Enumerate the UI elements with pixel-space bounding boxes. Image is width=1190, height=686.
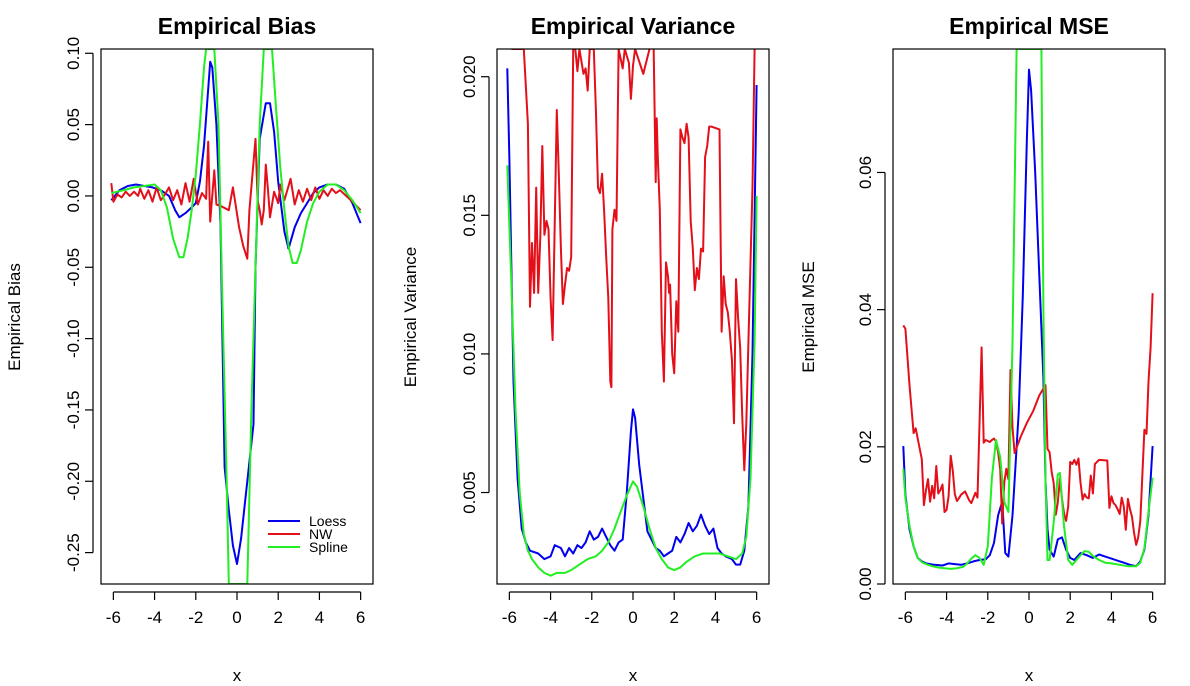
x-tick-label: 0 (232, 608, 241, 627)
series-line-nw (110, 137, 362, 260)
x-tick-label: 2 (1065, 608, 1074, 627)
bias-x-label: x (233, 666, 242, 685)
legend-label-loess: Loess (309, 513, 346, 529)
series-line-nw (902, 293, 1154, 546)
mse-title: Empirical MSE (949, 13, 1109, 39)
mse-x-label: x (1025, 666, 1034, 685)
y-tick-label: 0.06 (856, 156, 875, 189)
x-tick-label: -6 (898, 608, 913, 627)
series-line-spline (902, 49, 1154, 570)
variance-title: Empirical Variance (531, 13, 736, 39)
series-line-spline (111, 49, 362, 584)
series-line-loess (506, 68, 758, 566)
legend-label-spline: Spline (309, 539, 348, 555)
series-group (902, 49, 1154, 570)
x-tick-label: 0 (1024, 608, 1033, 627)
y-tick-label: 0.010 (460, 333, 479, 376)
y-tick-label: 0.015 (460, 194, 479, 237)
x-tick-label: -6 (106, 608, 121, 627)
mse-y-label: Empirical MSE (799, 261, 818, 372)
y-tick-label: -0.20 (64, 462, 83, 501)
x-tick-label: -4 (543, 608, 558, 627)
y-tick-label: -0.10 (64, 319, 83, 358)
series-line-loess (902, 68, 1154, 568)
y-tick-label: 0.005 (460, 471, 479, 514)
x-tick-label: 6 (356, 608, 365, 627)
bias-title: Empirical Bias (158, 13, 317, 39)
x-tick-label: -2 (980, 608, 995, 627)
plot-frame (100, 48, 374, 585)
x-tick-label: 6 (752, 608, 761, 627)
bias-panel: -6 -4 -2 0 2 4 6 -0.25 -0.20 -0.15 -0.10 -0.05 0.00 0… (5, 13, 374, 685)
series-line-spline (506, 165, 758, 577)
y-tick-label: 0.10 (64, 37, 83, 70)
x-tick-label: 4 (711, 608, 720, 627)
x-tick-label: -4 (939, 608, 954, 627)
y-tick-label: 0.05 (64, 108, 83, 141)
y-tick-label: 0.04 (856, 293, 875, 326)
x-tick-label: -2 (188, 608, 203, 627)
series-line-nw (511, 49, 756, 472)
x-tick-label: 6 (1148, 608, 1157, 627)
y-tick-label: 0.00 (64, 179, 83, 212)
x-tick-label: -4 (147, 608, 162, 627)
x-tick-label: 2 (273, 608, 282, 627)
series-group (110, 49, 362, 584)
variance-panel: -6 -4 -2 0 2 4 6 0.005 0.010 0.015 0.020 Empirical … (401, 13, 770, 685)
x-tick-label: 4 (1107, 608, 1116, 627)
x-tick-label: 0 (628, 608, 637, 627)
x-tick-label: -6 (502, 608, 517, 627)
y-tick-label: -0.05 (64, 248, 83, 287)
y-tick-label: 0.00 (856, 567, 875, 600)
legend-label-nw: NW (309, 526, 333, 542)
y-tick-label: 0.020 (460, 55, 479, 98)
y-tick-label: -0.25 (64, 533, 83, 572)
variance-y-label: Empirical Variance (401, 247, 420, 387)
y-tick-label: -0.15 (64, 391, 83, 430)
series-group (506, 49, 758, 577)
plot-frame (496, 48, 770, 585)
x-tick-label: -2 (584, 608, 599, 627)
y-tick-label: 0.02 (856, 430, 875, 463)
bias-y-label: Empirical Bias (5, 263, 24, 371)
plot-frame (892, 48, 1166, 585)
series-line-loess (110, 60, 362, 565)
mse-panel: -6 -4 -2 0 2 4 6 0.00 0.02 0.04 0.06 Empirical MSE x… (799, 13, 1166, 685)
x-tick-label: 4 (315, 608, 324, 627)
variance-x-label: x (629, 666, 638, 685)
x-tick-label: 2 (669, 608, 678, 627)
